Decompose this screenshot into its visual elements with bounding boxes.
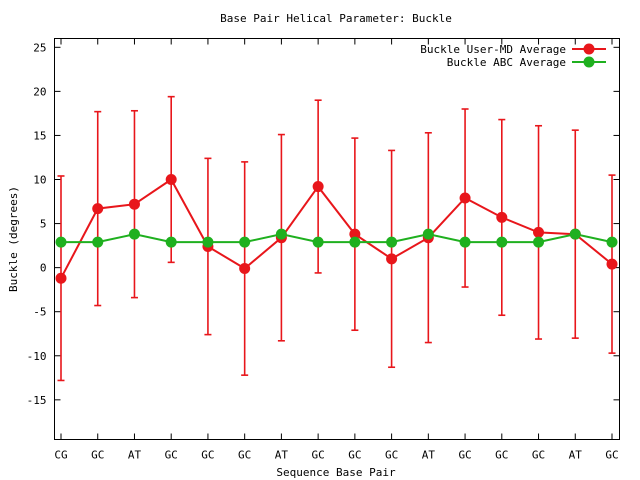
x-axis-label: Sequence Base Pair xyxy=(276,466,396,479)
legend-marker xyxy=(583,43,595,55)
y-tick-label: -10 xyxy=(27,350,47,363)
data-point-2 xyxy=(239,236,251,248)
data-point-1 xyxy=(533,226,545,238)
data-point-1 xyxy=(165,174,177,186)
x-axis-ticks: CG GC AT GC GC GC AT GC GC GC AT GC GC GC AT GC xyxy=(54,38,619,462)
legend-marker xyxy=(583,56,595,68)
y-axis-ticks: -15 -10 -5 0 5 10 15 20 25 xyxy=(27,41,620,407)
data-point-2 xyxy=(92,236,104,248)
x-tick-label: GC xyxy=(91,449,104,462)
x-tick-label: AT xyxy=(422,449,436,462)
legend-label: Buckle ABC Average xyxy=(447,56,566,69)
x-tick-label: GC xyxy=(495,449,508,462)
series-line-1 xyxy=(60,178,613,279)
series-line-2 xyxy=(61,233,613,244)
data-point-2 xyxy=(569,228,581,240)
x-tick-label: GC xyxy=(312,449,325,462)
y-tick-label: -5 xyxy=(33,306,46,319)
y-axis-label: Buckle (degrees) xyxy=(7,186,20,292)
data-point-1 xyxy=(128,198,140,210)
data-point-1 xyxy=(459,192,471,204)
chart-title: Base Pair Helical Parameter: Buckle xyxy=(220,12,452,25)
data-point-2 xyxy=(312,236,324,248)
y-tick-label: -15 xyxy=(27,394,47,407)
data-point-1 xyxy=(496,211,508,223)
y-tick-label: 5 xyxy=(40,218,47,231)
x-tick-label: CG xyxy=(54,449,67,462)
y-tick-label: 0 xyxy=(40,262,47,275)
y-tick-label: 10 xyxy=(33,174,46,187)
data-point-2 xyxy=(496,236,508,248)
y-tick-label: 25 xyxy=(33,41,46,54)
x-tick-label: AT xyxy=(569,449,583,462)
error-bars xyxy=(57,95,616,382)
data-point-1 xyxy=(55,272,67,284)
data-point-1 xyxy=(239,263,251,275)
data-point-2 xyxy=(459,236,471,248)
x-tick-label: GC xyxy=(532,449,545,462)
data-point-1 xyxy=(312,181,324,193)
data-point-1 xyxy=(92,203,104,215)
data-points xyxy=(55,174,618,284)
data-point-2 xyxy=(422,228,434,240)
data-point-2 xyxy=(533,236,545,248)
legend-label: Buckle User-MD Average xyxy=(420,43,566,56)
y-tick-label: 15 xyxy=(33,129,46,142)
data-point-2 xyxy=(55,236,67,248)
x-tick-label: GC xyxy=(458,449,471,462)
data-point-2 xyxy=(606,236,618,248)
data-point-2 xyxy=(128,228,140,240)
series-lines xyxy=(60,178,613,279)
x-tick-label: GC xyxy=(238,449,251,462)
y-tick-label: 20 xyxy=(33,85,46,98)
data-point-1 xyxy=(606,258,618,270)
data-point-2 xyxy=(349,236,361,248)
data-point-1 xyxy=(349,228,361,240)
x-tick-label: GC xyxy=(201,449,214,462)
data-point-1 xyxy=(386,253,398,265)
x-tick-label: GC xyxy=(348,449,361,462)
x-tick-label: GC xyxy=(605,449,618,462)
x-tick-label: AT xyxy=(128,449,142,462)
x-tick-label: GC xyxy=(165,449,178,462)
plot-frame xyxy=(54,38,620,440)
data-point-2 xyxy=(202,236,214,248)
x-tick-label: GC xyxy=(385,449,398,462)
x-tick-label: AT xyxy=(275,449,289,462)
data-point-2 xyxy=(165,236,177,248)
data-point-2 xyxy=(275,228,287,240)
data-point-2 xyxy=(386,236,398,248)
